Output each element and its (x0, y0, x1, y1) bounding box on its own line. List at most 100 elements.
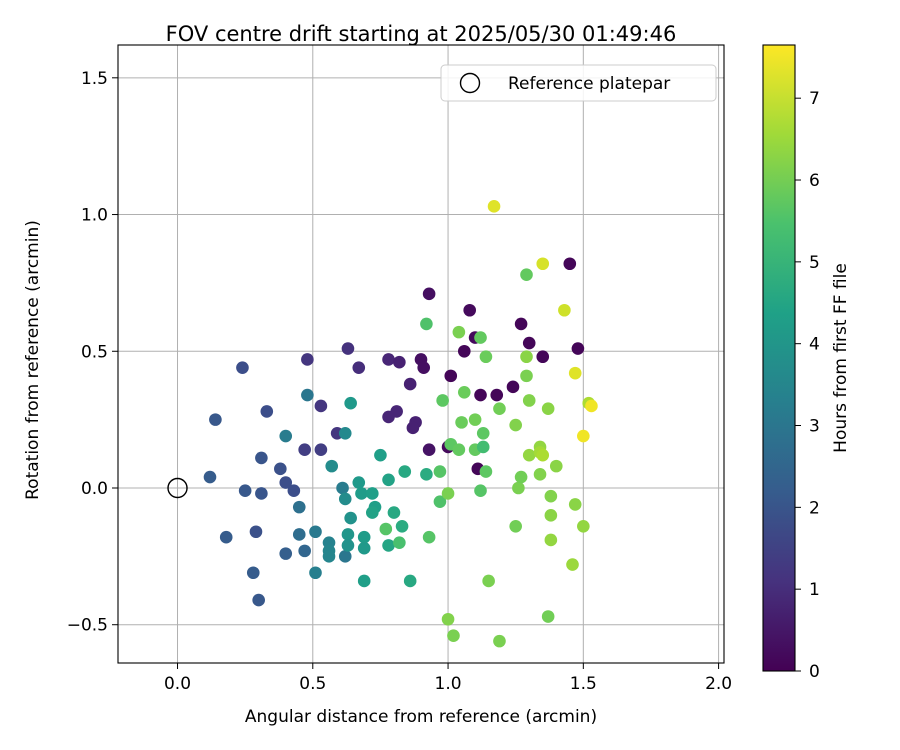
data-point (563, 257, 577, 271)
data-point (338, 550, 352, 563)
data-point (422, 287, 436, 301)
data-point (219, 530, 233, 544)
data-point (382, 353, 395, 366)
data-point (433, 495, 447, 508)
colorbar-tick-label: 1 (809, 580, 820, 600)
data-point (209, 413, 222, 426)
reference-platepar-marker (167, 477, 188, 499)
data-point (506, 380, 520, 394)
x-axis-ticks: 0.0 0.5 1.0 1.5 2.0 (164, 663, 732, 694)
data-point (255, 487, 268, 500)
data-point (455, 416, 468, 429)
legend: Reference platepar (440, 64, 717, 102)
data-point (441, 487, 455, 500)
legend-label-reference: Reference platepar (508, 74, 670, 94)
data-point (487, 200, 501, 213)
data-point (422, 443, 436, 457)
data-point (577, 429, 590, 443)
data-point (379, 522, 393, 536)
data-point (398, 465, 412, 478)
data-point (403, 574, 417, 588)
data-point (520, 350, 533, 364)
data-point (382, 473, 395, 487)
data-point (382, 539, 395, 552)
data-point (341, 342, 355, 355)
data-point (287, 484, 301, 498)
x-axis-label: Angular distance from reference (arcmin) (245, 707, 597, 727)
data-point (436, 394, 449, 407)
data-point (566, 558, 579, 571)
data-point (309, 566, 322, 580)
data-point (357, 541, 371, 555)
data-point (493, 402, 506, 415)
data-point (514, 470, 528, 484)
x-tick-label: 2.0 (705, 674, 732, 694)
data-point (238, 484, 252, 498)
plot-frame (117, 44, 725, 664)
data-point (338, 427, 352, 440)
data-point (544, 509, 558, 522)
data-point (544, 533, 558, 547)
data-point (274, 462, 287, 476)
data-point (352, 476, 366, 489)
data-point (522, 336, 536, 350)
data-point (314, 399, 328, 413)
data-points (203, 200, 598, 648)
data-point (279, 547, 293, 560)
data-point (452, 325, 466, 339)
colorbar-tick-label: 0 (809, 662, 820, 682)
data-point (279, 429, 293, 443)
data-point (522, 448, 536, 462)
data-point (520, 369, 533, 383)
data-point (476, 427, 490, 440)
data-point (509, 418, 522, 432)
colorbar-tick-label: 7 (809, 89, 820, 109)
data-point (457, 344, 471, 358)
data-point (468, 413, 482, 426)
data-point (249, 525, 263, 539)
colorbar-tick-label: 3 (809, 417, 820, 437)
data-point (314, 443, 328, 457)
data-point (444, 369, 458, 383)
y-tick-label: 1.0 (81, 206, 108, 226)
data-point (463, 303, 476, 317)
data-point (403, 377, 417, 391)
data-point (474, 331, 487, 344)
data-point (395, 519, 409, 533)
data-point (341, 539, 355, 552)
data-point (452, 443, 466, 457)
y-axis-ticks: −0.5 0.0 0.5 1.0 1.5 (67, 69, 118, 636)
data-point (541, 610, 555, 623)
data-point (476, 440, 490, 454)
data-point (393, 355, 406, 369)
y-axis-label: Rotation from reference (arcmin) (23, 220, 43, 500)
data-point (309, 525, 322, 539)
data-point (479, 465, 493, 478)
data-point (549, 459, 563, 473)
data-point (374, 448, 387, 462)
x-tick-label: 1.5 (570, 674, 597, 694)
data-point (279, 476, 293, 489)
x-tick-label: 0.5 (299, 674, 326, 694)
x-tick-label: 0.0 (164, 674, 191, 694)
data-point (536, 257, 550, 271)
data-point (420, 468, 433, 481)
data-point (366, 487, 379, 500)
data-point (536, 350, 550, 364)
data-point (536, 448, 550, 462)
data-point (512, 481, 525, 495)
data-point (322, 550, 336, 563)
data-point (301, 353, 314, 366)
data-point (585, 399, 598, 413)
data-point (479, 350, 493, 364)
y-tick-label: 0.5 (81, 342, 108, 362)
data-point (336, 481, 349, 495)
data-point (493, 634, 506, 648)
colorbar-ticks: 0 1 2 3 4 5 6 7 (795, 89, 820, 682)
data-point (382, 410, 395, 424)
data-point (522, 394, 536, 407)
data-point (433, 465, 447, 478)
data-point (366, 506, 379, 519)
data-point (474, 484, 487, 498)
